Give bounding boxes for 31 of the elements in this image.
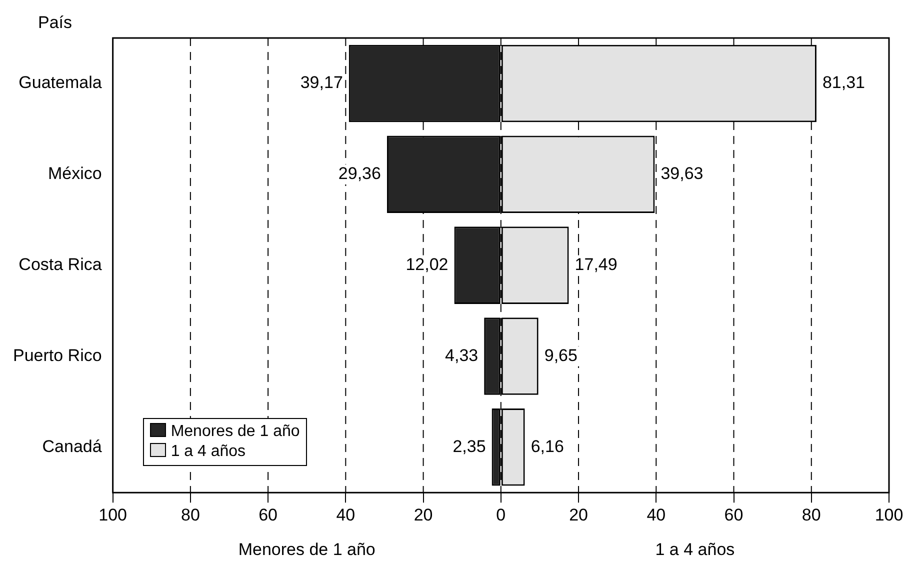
y-tick-label: Canadá [42, 436, 102, 456]
x-tick-label: 100 [874, 505, 904, 524]
data-label: 39,17 [300, 73, 343, 92]
y-axis-title: País [38, 13, 72, 32]
y-tick-label: México [48, 164, 102, 184]
x-tick-label: 20 [569, 505, 588, 524]
y-tick-label: Puerto Rico [12, 346, 102, 365]
x-tick-label: 100 [98, 505, 128, 524]
data-label: 12,02 [406, 254, 448, 274]
text: Menores de 1 año [238, 540, 376, 560]
legend-label: 1 a 4 años [170, 442, 247, 462]
x-tick-label: 20 [414, 505, 433, 524]
data-label: 39,63 [660, 164, 704, 184]
x-tick-label: 80 [802, 505, 821, 524]
y-tick-label: Guatemala [18, 73, 102, 92]
data-label: 17,49 [574, 254, 618, 274]
data-label: 81,31 [822, 73, 866, 92]
x-tick-label: 60 [724, 505, 744, 524]
x-tick-label: 60 [258, 505, 278, 524]
data-label: 29,36 [338, 164, 381, 184]
x-tick-label: 0 [496, 505, 506, 524]
text: 1 a 4 años [655, 540, 735, 560]
x-tick-label: 40 [336, 505, 356, 524]
x-tick-label: 40 [646, 505, 666, 524]
x-tick-label: 80 [180, 505, 200, 524]
y-tick-label: Costa Rica [18, 254, 102, 274]
data-label: 9,65 [544, 346, 578, 365]
data-label: 2,35 [452, 436, 486, 456]
legend-label: Menores de 1 año [170, 422, 300, 442]
data-label: 6,16 [530, 436, 564, 456]
data-label: 4,33 [445, 346, 478, 365]
